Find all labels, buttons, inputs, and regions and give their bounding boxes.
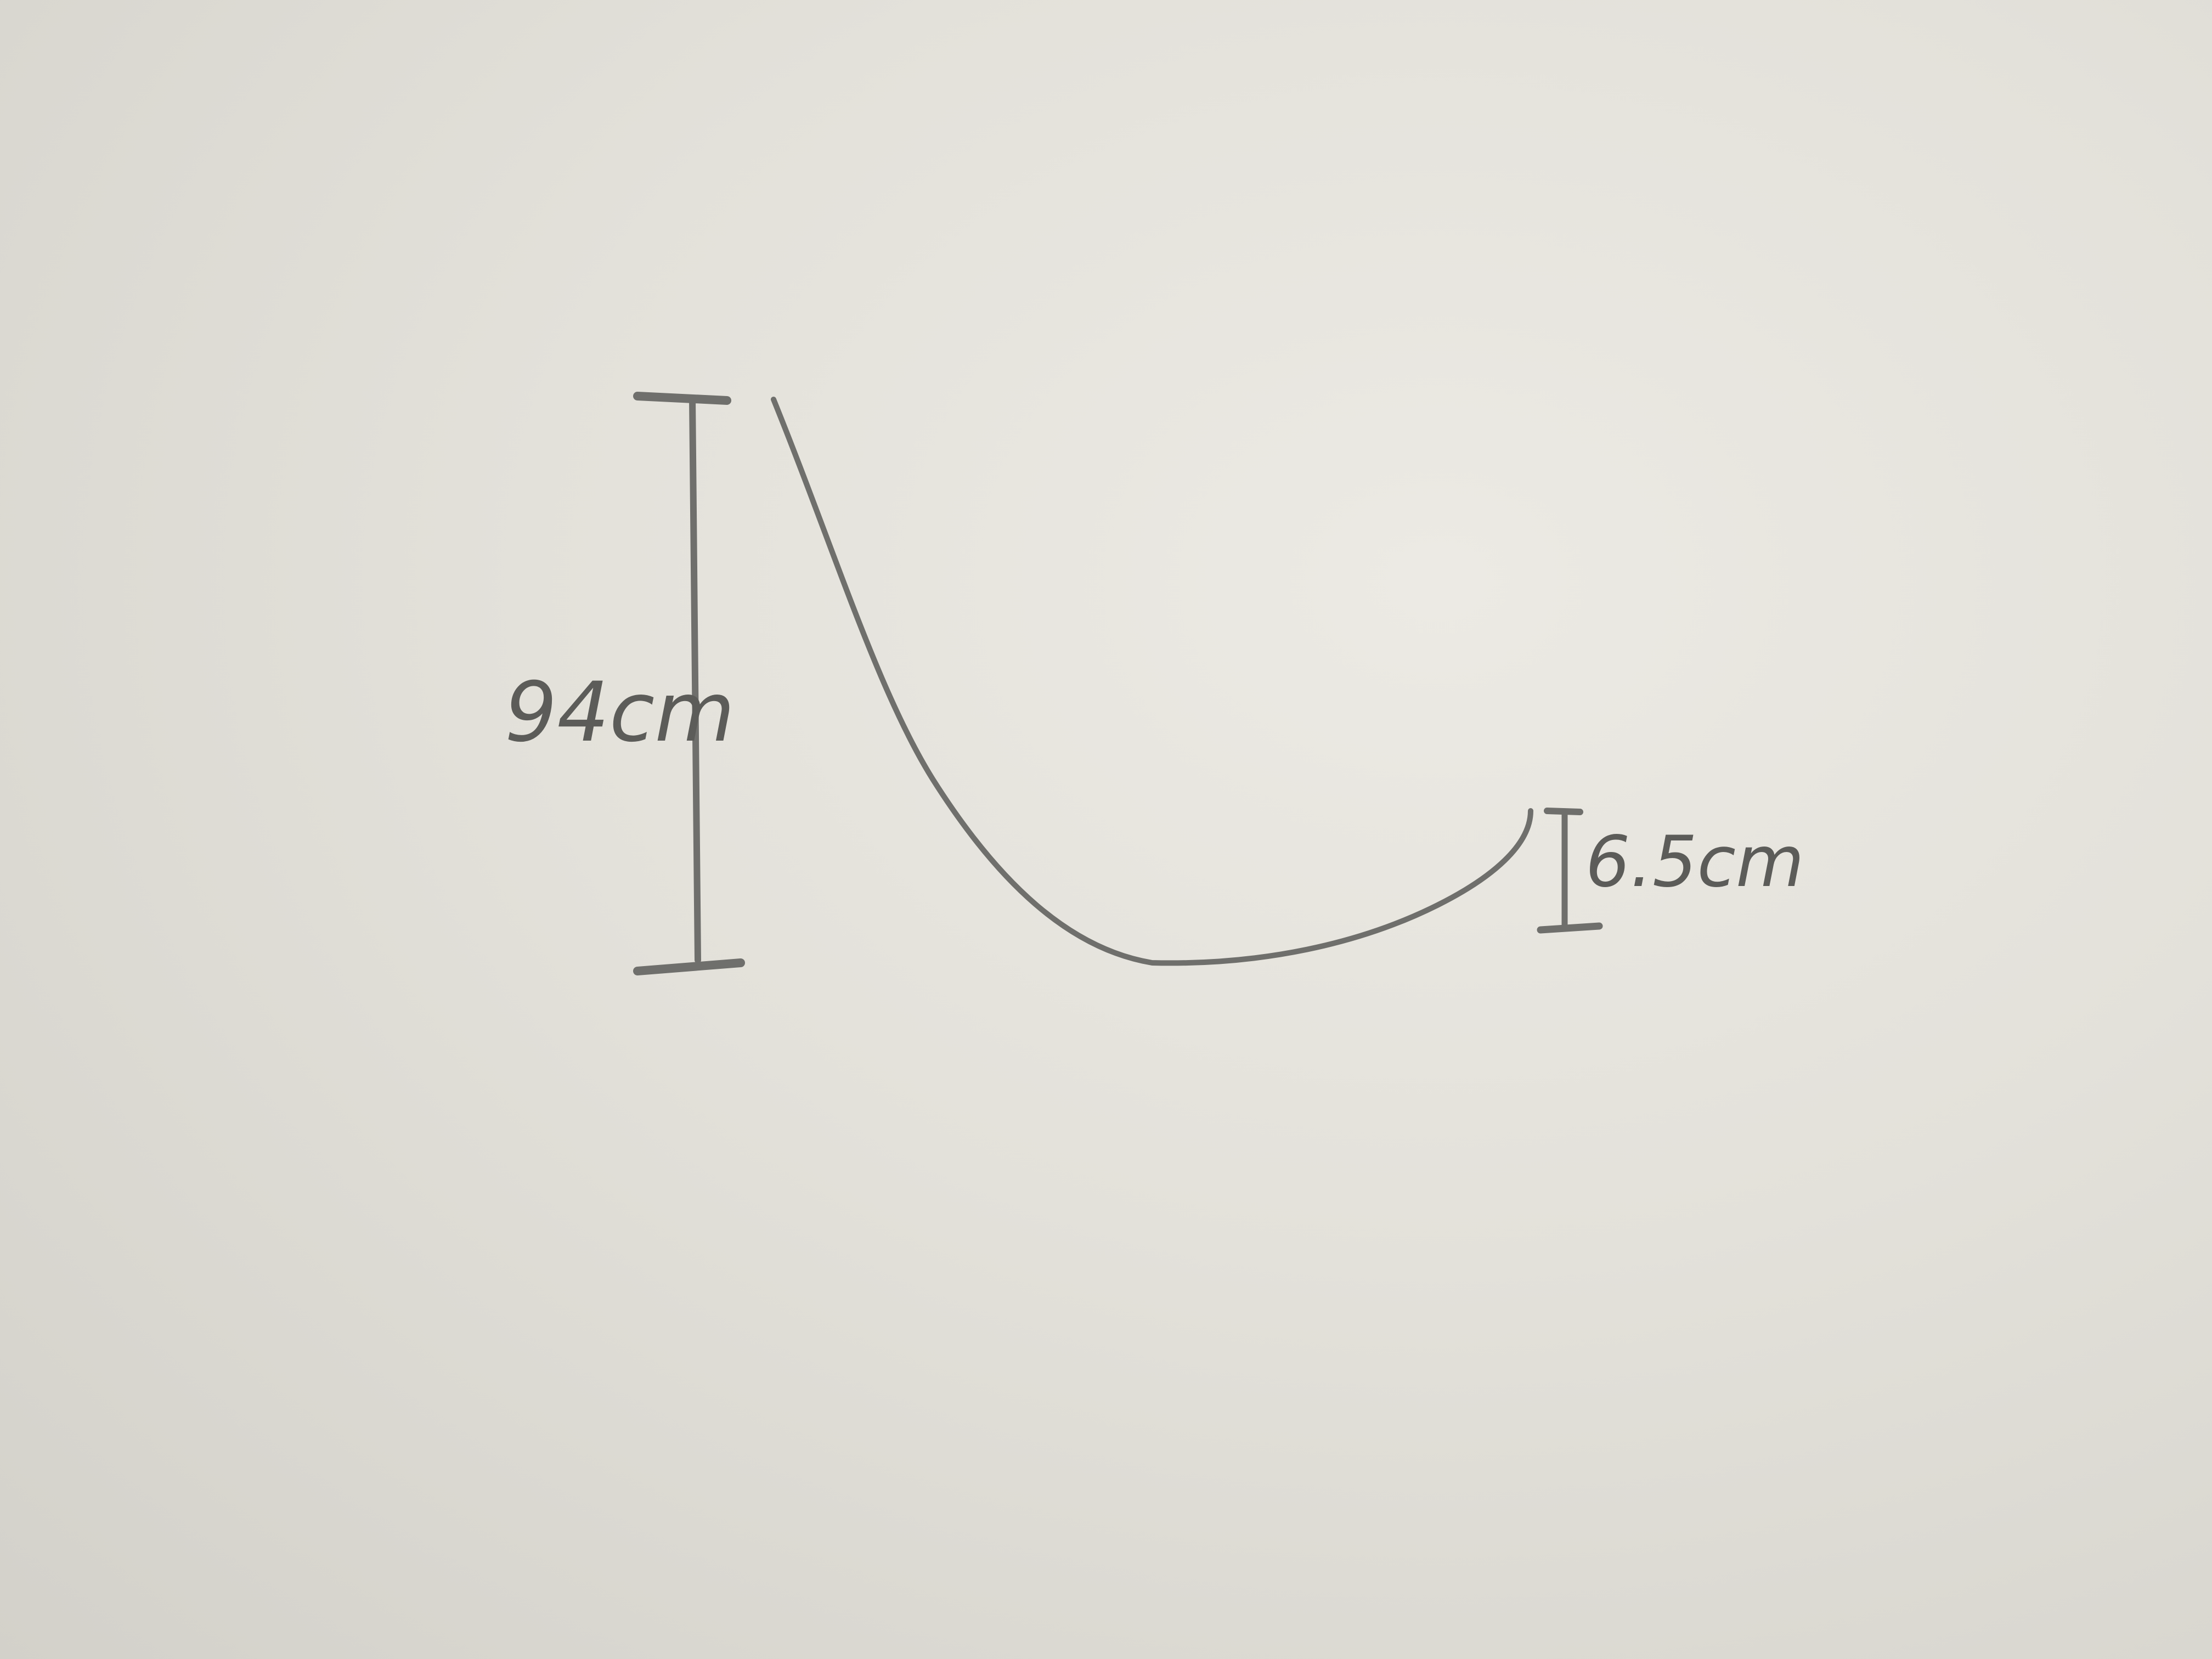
drop-height-bottom-tick xyxy=(633,958,745,975)
drop-height-top-tick xyxy=(633,392,731,405)
end-height-label: 6.5cm xyxy=(1585,821,1804,903)
drop-height-label: 94cm xyxy=(505,665,735,760)
ramp-curve xyxy=(771,397,1533,966)
drop-height-vertical-line xyxy=(689,396,701,963)
end-height-dimension xyxy=(1537,808,1603,934)
end-height-bottom-tick xyxy=(1537,922,1603,934)
drop-height-dimension xyxy=(633,392,745,975)
